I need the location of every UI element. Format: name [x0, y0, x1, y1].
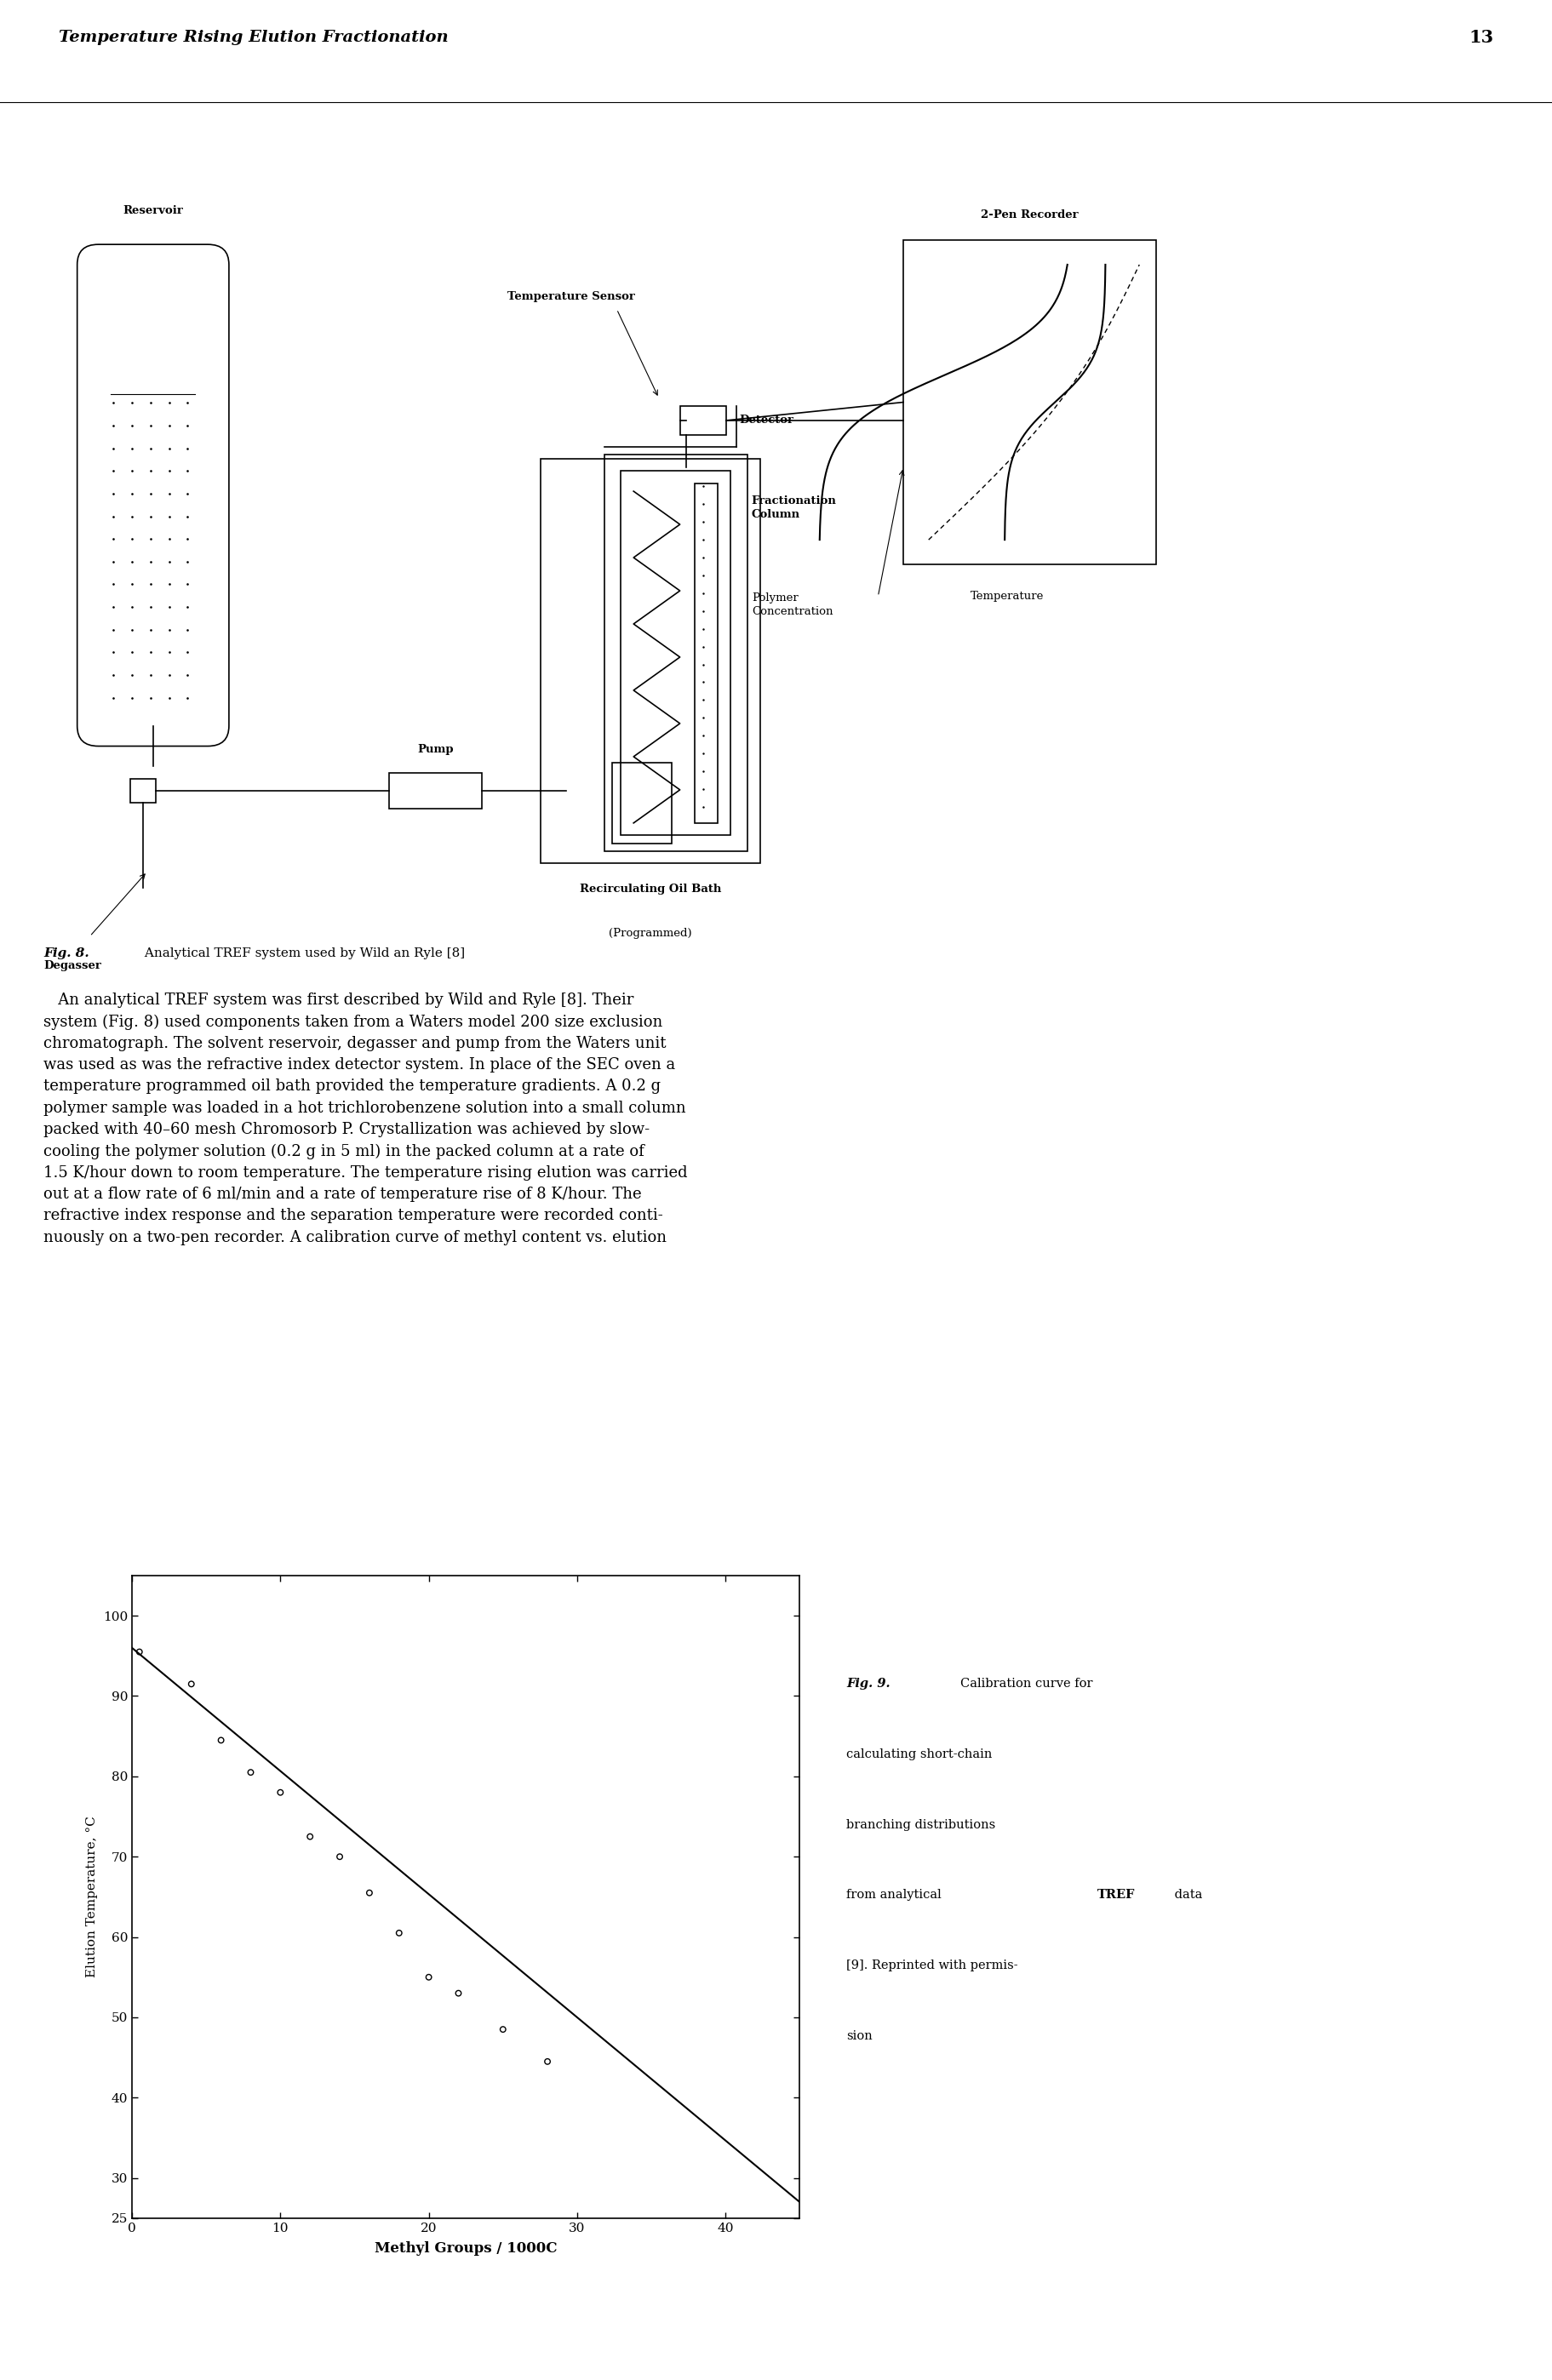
Point — [357, 1873, 382, 1911]
Bar — [621, 471, 729, 835]
Text: Reservoir: Reservoir — [123, 205, 183, 217]
Point — [127, 1633, 152, 1671]
Text: Detector: Detector — [739, 414, 793, 426]
Text: An analytical TREF system was first described by Wild and Ryle [8]. Their
system: An analytical TREF system was first desc… — [43, 992, 688, 1245]
Point — [268, 1773, 293, 1811]
Text: data: data — [1170, 1890, 1201, 1902]
Point — [490, 2011, 515, 2049]
Text: (Programmed): (Programmed) — [608, 928, 692, 940]
Text: [9]. Reprinted with permis-: [9]. Reprinted with permis- — [846, 1959, 1018, 1971]
Text: Temperature Sensor: Temperature Sensor — [508, 290, 635, 302]
Text: Temperature: Temperature — [970, 590, 1043, 602]
Bar — [611, 762, 670, 843]
Text: Analytical TREF system used by Wild an Ryle [8]: Analytical TREF system used by Wild an R… — [140, 947, 464, 959]
Point — [208, 1721, 233, 1759]
Point — [327, 1837, 352, 1875]
Point — [386, 1914, 411, 1952]
Text: Fig. 8.: Fig. 8. — [43, 947, 88, 959]
Text: sion: sion — [846, 2030, 872, 2042]
Bar — [390, 774, 481, 809]
Text: 2-Pen Recorder: 2-Pen Recorder — [981, 209, 1079, 221]
Text: from analytical: from analytical — [846, 1890, 945, 1902]
Bar — [680, 407, 726, 436]
Point — [535, 2042, 560, 2080]
Text: Degasser: Degasser — [43, 962, 101, 971]
Text: 13: 13 — [1468, 29, 1493, 45]
Bar — [540, 459, 759, 864]
Text: Polymer
Concentration: Polymer Concentration — [751, 593, 832, 616]
Bar — [903, 240, 1156, 564]
X-axis label: Methyl Groups / 1000C: Methyl Groups / 1000C — [374, 2242, 557, 2256]
Point — [178, 1666, 203, 1704]
Text: Fig. 9.: Fig. 9. — [846, 1678, 889, 1690]
Bar — [604, 455, 747, 852]
Text: calculating short-chain: calculating short-chain — [846, 1749, 992, 1761]
Text: Pump: Pump — [417, 745, 453, 754]
Bar — [130, 778, 155, 802]
Text: Calibration curve for: Calibration curve for — [959, 1678, 1093, 1690]
Point — [298, 1818, 323, 1856]
Text: TREF: TREF — [1097, 1890, 1135, 1902]
Text: Temperature Rising Elution Fractionation: Temperature Rising Elution Fractionation — [59, 31, 449, 45]
Text: Recirculating Oil Bath: Recirculating Oil Bath — [579, 883, 720, 895]
FancyBboxPatch shape — [78, 245, 228, 747]
Text: Fractionation
Column: Fractionation Column — [751, 495, 837, 519]
Point — [416, 1959, 441, 1997]
Point — [237, 1754, 262, 1792]
Text: branching distributions: branching distributions — [846, 1818, 995, 1830]
Y-axis label: Elution Temperature, °C: Elution Temperature, °C — [87, 1816, 98, 1978]
Point — [445, 1975, 470, 2013]
Bar — [695, 483, 717, 823]
